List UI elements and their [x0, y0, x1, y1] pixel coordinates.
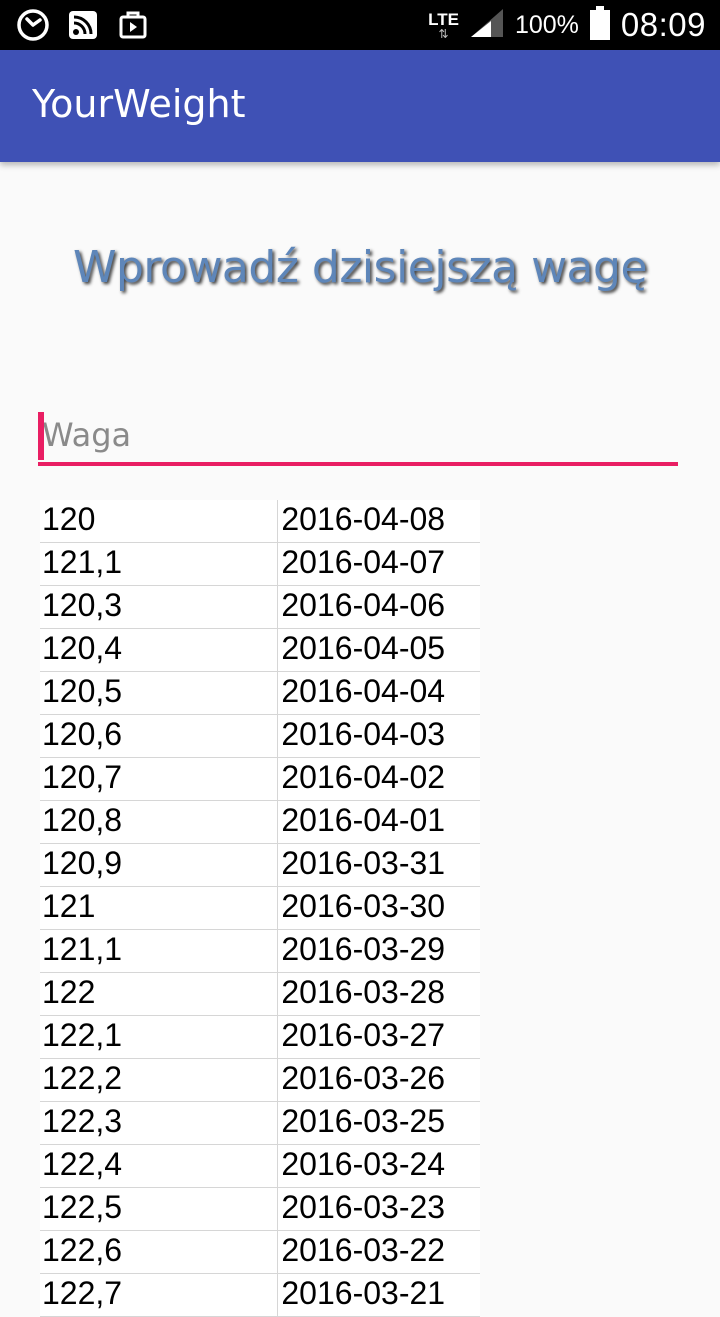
network-indicator: LTE ⇅	[428, 11, 459, 40]
date-cell: 2016-04-08	[281, 501, 446, 537]
table-row: 122,1 2016-03-27	[40, 1016, 480, 1059]
weight-cell: 120,4	[40, 629, 279, 671]
weight-cell: 122,5	[40, 1188, 279, 1230]
date-cell: 2016-03-24	[281, 1146, 446, 1182]
table-row: 120,4 2016-04-05	[40, 629, 480, 672]
date-cell: 2016-03-22	[281, 1232, 446, 1268]
date-cell: 2016-03-21	[281, 1275, 446, 1311]
notification-icons	[16, 9, 150, 41]
weight-cell: 120	[40, 500, 279, 542]
weight-history-table: 120 2016-04-08 121,1 2016-04-07 120,3 2016-04…	[40, 500, 480, 1317]
date-cell: 2016-03-29	[281, 931, 446, 967]
table-row: 120,8 2016-04-01	[40, 801, 480, 844]
table-row: 122,5 2016-03-23	[40, 1188, 480, 1231]
date-cell: 2016-03-30	[281, 888, 446, 924]
weight-cell: 120,7	[40, 758, 279, 800]
date-cell: 2016-04-05	[281, 630, 446, 666]
text-cursor	[38, 412, 44, 460]
weight-cell: 120,6	[40, 715, 279, 757]
date-cell: 2016-03-23	[281, 1189, 446, 1225]
weight-cell: 122	[40, 973, 279, 1015]
table-row: 120,5 2016-04-04	[40, 672, 480, 715]
weight-cell: 122,6	[40, 1231, 279, 1273]
weight-cell: 122,3	[40, 1102, 279, 1144]
table-row: 120,9 2016-03-31	[40, 844, 480, 887]
weight-cell: 122,1	[40, 1016, 279, 1058]
weight-cell: 120,8	[40, 801, 279, 843]
date-cell: 2016-04-07	[281, 544, 446, 580]
bag-icon	[116, 9, 150, 41]
network-label: LTE	[428, 9, 459, 29]
weight-cell: 120,3	[40, 586, 279, 628]
table-row: 120,7 2016-04-02	[40, 758, 480, 801]
weight-input[interactable]	[38, 408, 678, 462]
weight-cell: 120,5	[40, 672, 279, 714]
date-cell: 2016-04-06	[281, 587, 446, 623]
clock: 08:09	[620, 6, 706, 43]
table-row: 122,6 2016-03-22	[40, 1231, 480, 1274]
table-row: 122 2016-03-28	[40, 973, 480, 1016]
table-row: 120 2016-04-08	[40, 500, 480, 543]
table-row: 122,4 2016-03-24	[40, 1145, 480, 1188]
status-bar: LTE ⇅ 100% 08:09	[0, 0, 720, 50]
date-cell: 2016-04-01	[281, 802, 446, 838]
page-heading: Wprowadź dzisiejszą wagę	[72, 242, 648, 293]
weight-cell: 120,9	[40, 844, 279, 886]
weight-cell: 121,1	[40, 930, 279, 972]
app-title: YourWeight	[32, 82, 246, 126]
battery-icon	[589, 5, 611, 45]
weight-field[interactable]	[38, 408, 678, 466]
signal-icon	[469, 7, 505, 44]
table-row: 120,6 2016-04-03	[40, 715, 480, 758]
date-cell: 2016-03-28	[281, 974, 446, 1010]
clock-icon	[16, 9, 50, 41]
date-cell: 2016-03-31	[281, 845, 446, 881]
input-underline	[38, 462, 678, 466]
weight-cell: 122,4	[40, 1145, 279, 1187]
date-cell: 2016-03-25	[281, 1103, 446, 1139]
weight-cell: 121	[40, 887, 279, 929]
table-row: 122,2 2016-03-26	[40, 1059, 480, 1102]
date-cell: 2016-03-26	[281, 1060, 446, 1096]
table-row: 120,3 2016-04-06	[40, 586, 480, 629]
weight-cell: 122,2	[40, 1059, 279, 1101]
table-row: 122,3 2016-03-25	[40, 1102, 480, 1145]
table-row: 121 2016-03-30	[40, 887, 480, 930]
table-row: 122,7 2016-03-21	[40, 1274, 480, 1317]
date-cell: 2016-04-04	[281, 673, 446, 709]
weight-cell: 122,7	[40, 1274, 279, 1316]
date-cell: 2016-04-02	[281, 759, 446, 795]
table-row: 121,1 2016-03-29	[40, 930, 480, 973]
battery-percent: 100%	[514, 10, 579, 39]
table-row: 121,1 2016-04-07	[40, 543, 480, 586]
data-arrows-icon: ⇅	[438, 26, 449, 41]
date-cell: 2016-03-27	[281, 1017, 446, 1053]
app-bar: YourWeight	[0, 50, 720, 162]
system-icons: LTE ⇅ 100% 08:09	[428, 0, 706, 50]
date-cell: 2016-04-03	[281, 716, 446, 752]
rss-icon	[66, 9, 100, 41]
weight-cell: 121,1	[40, 543, 279, 585]
